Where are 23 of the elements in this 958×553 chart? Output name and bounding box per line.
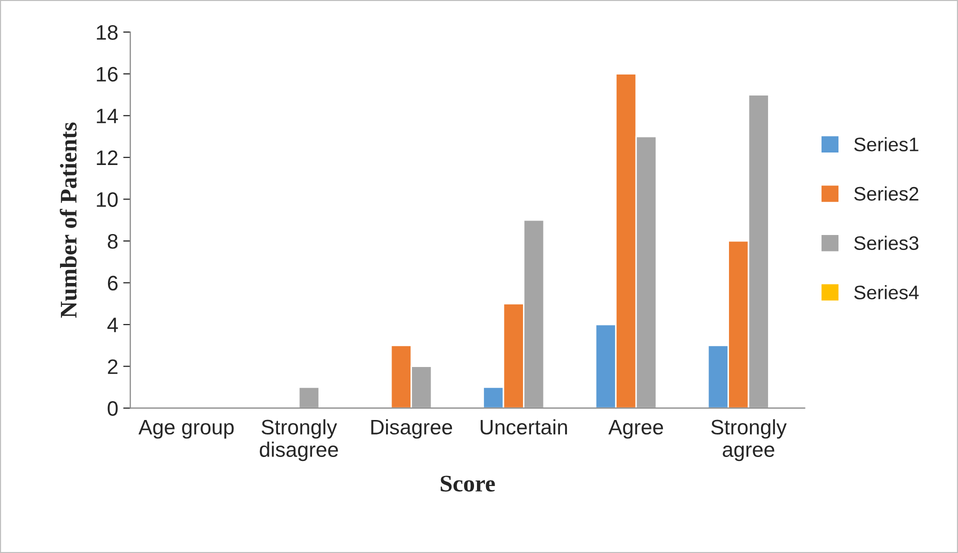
y-tick-label: 8 <box>108 234 118 249</box>
bar <box>298 386 320 408</box>
x-tick-label: Agree <box>608 420 663 439</box>
y-tick-label: 6 <box>108 276 118 291</box>
x-axis-title: Score <box>440 476 495 492</box>
y-tick-label: 10 <box>96 192 118 207</box>
y-tick-label: 12 <box>96 150 118 165</box>
x-tick-label: Age group <box>138 420 234 439</box>
legend-label: Series3 <box>854 236 918 250</box>
x-tick-label: Uncertain <box>480 419 567 435</box>
x-tick-label: Strongly disagree <box>260 419 338 462</box>
x-tick-label: Disagree <box>371 419 452 439</box>
x-tick-label: Strongly agree <box>711 419 787 462</box>
y-axis-title: Number of Patients <box>60 122 77 318</box>
legend-label: Series2 <box>854 186 918 201</box>
y-tick-label: 0 <box>108 401 118 416</box>
legend-label: Series1 <box>854 137 918 152</box>
y-tick-label: 4 <box>107 318 118 332</box>
y-tick-label: 18 <box>96 25 118 40</box>
legend-label: Series4 <box>854 285 919 300</box>
y-tick-label: 16 <box>96 66 118 82</box>
y-tick-label: 14 <box>96 108 118 124</box>
y-tick-label: 2 <box>108 359 118 374</box>
